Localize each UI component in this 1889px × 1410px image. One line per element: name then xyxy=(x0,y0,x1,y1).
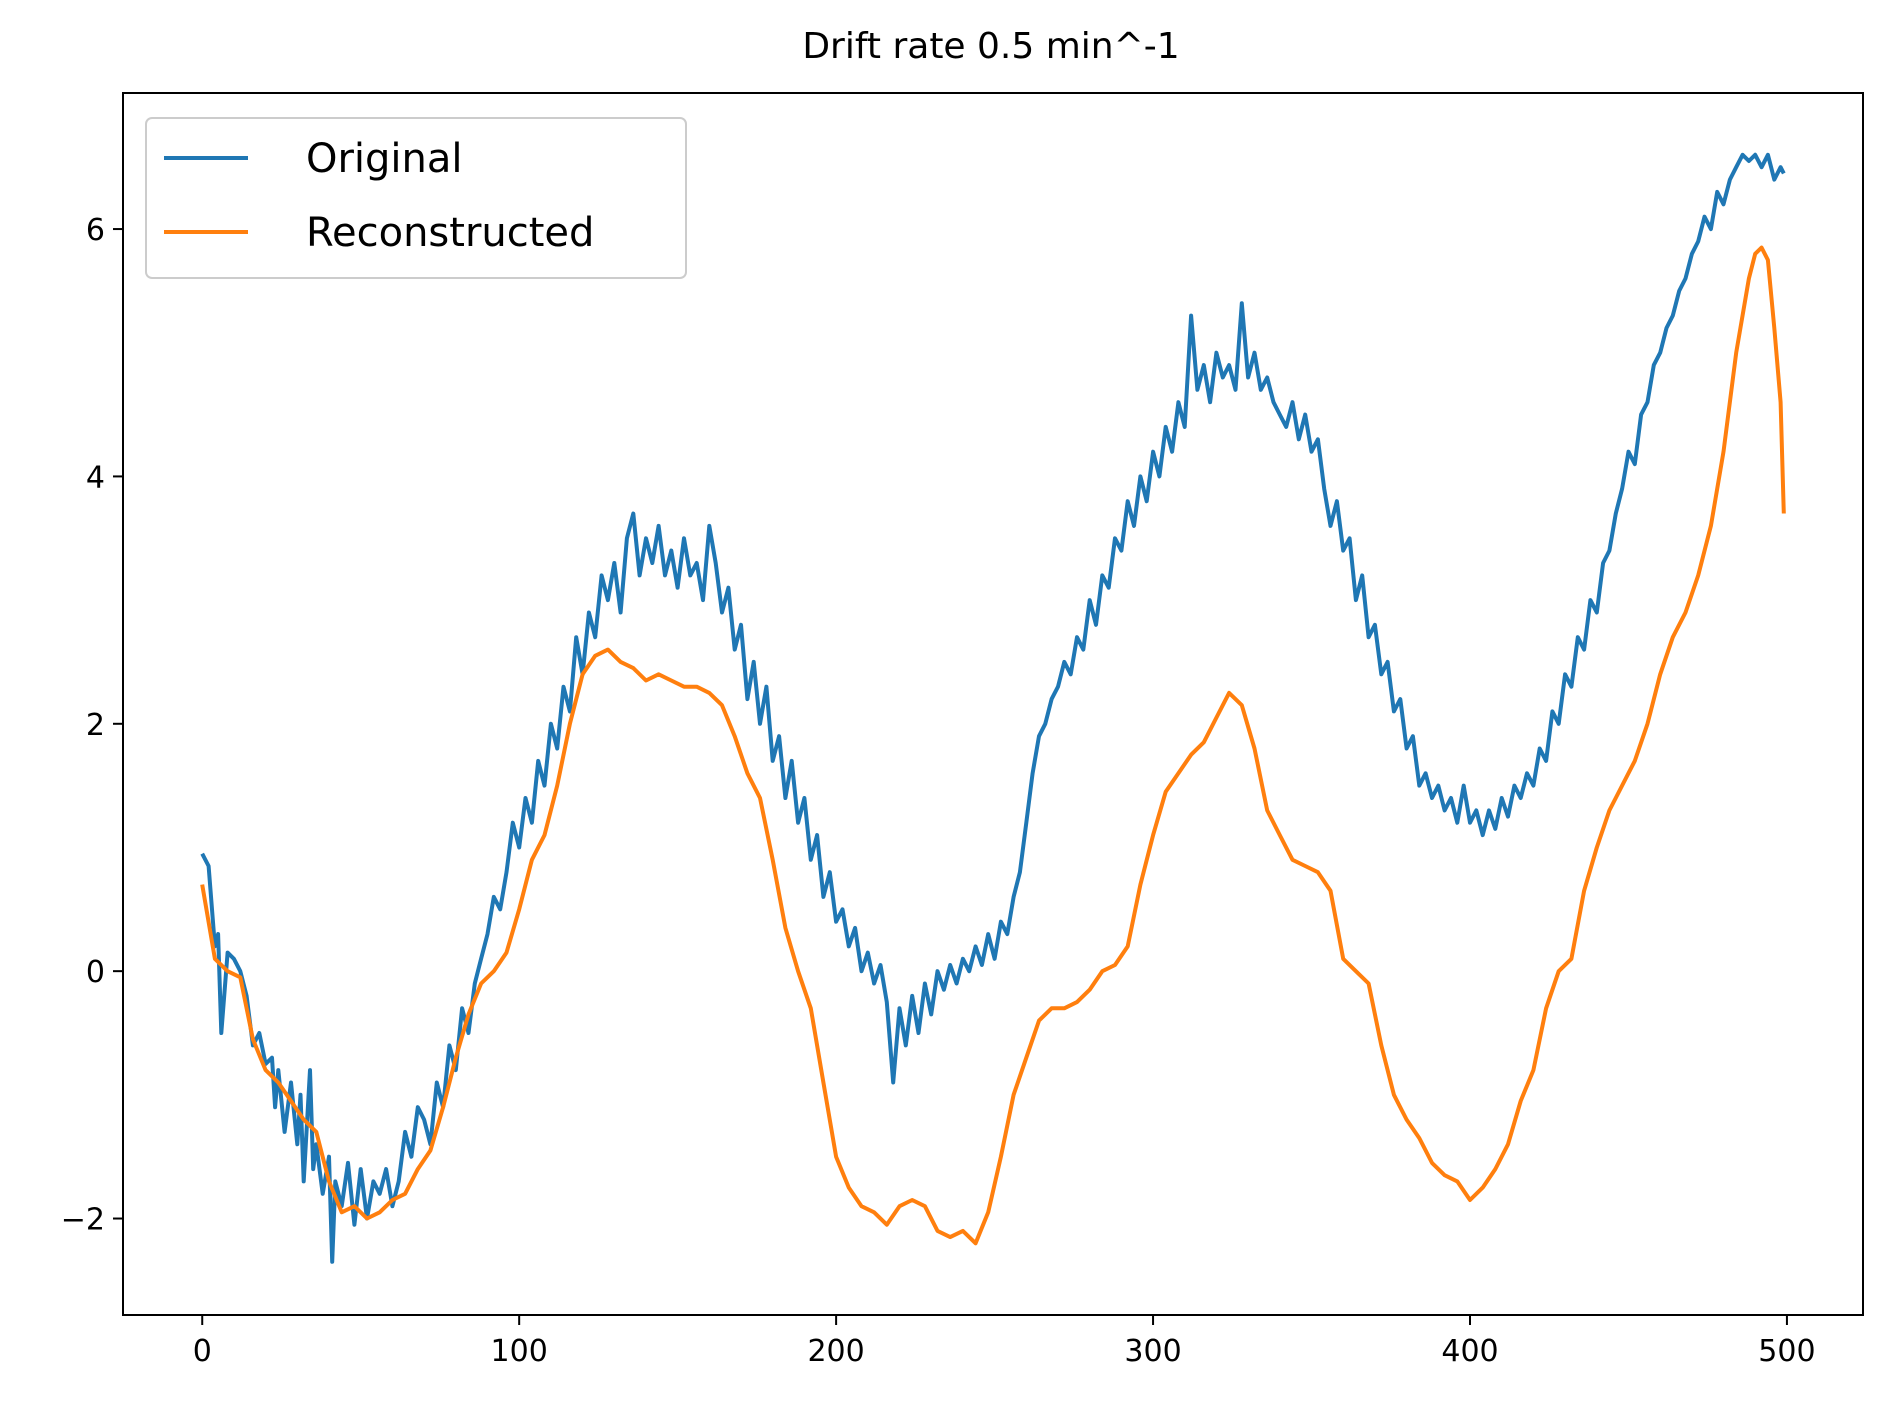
x-tick-label: 400 xyxy=(1441,1334,1498,1369)
legend-label-original: Original xyxy=(306,136,463,182)
y-tick-label: 0 xyxy=(86,955,105,990)
legend-box xyxy=(145,117,687,279)
tick-layer: 0 100 200 300 400 500 −2 0 2 4 6 xyxy=(61,213,1816,1369)
y-tick-label: −2 xyxy=(61,1203,105,1238)
chart-title: Drift rate 0.5 min^-1 xyxy=(802,26,1179,67)
plot-area xyxy=(122,92,1864,1316)
y-tick-label: 2 xyxy=(86,708,105,743)
x-tick-label: 300 xyxy=(1124,1334,1181,1369)
series-line-reconstructed xyxy=(200,245,1786,1246)
x-tick-label: 0 xyxy=(193,1334,212,1369)
x-tick-label: 100 xyxy=(491,1334,548,1369)
x-tick-label: 200 xyxy=(807,1334,864,1369)
series-layer xyxy=(200,152,1786,1264)
legend-label-reconstructed: Reconstructed xyxy=(306,210,594,256)
series-line-original xyxy=(200,152,1786,1264)
y-tick-label: 4 xyxy=(86,460,105,495)
x-tick-label: 500 xyxy=(1758,1334,1815,1369)
legend: Original Reconstructed xyxy=(145,117,687,279)
y-tick-label: 6 xyxy=(86,213,105,248)
